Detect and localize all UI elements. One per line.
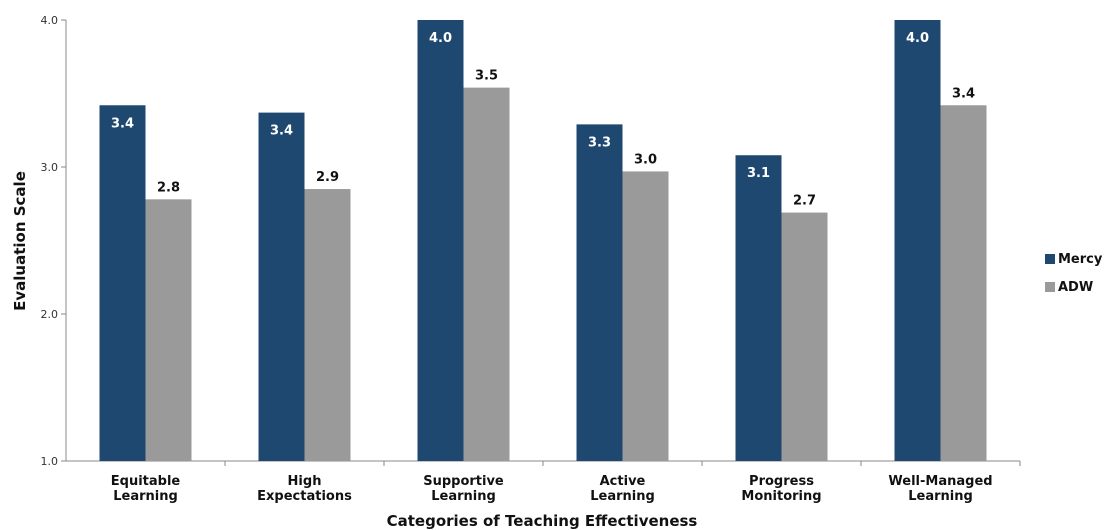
legend: Mercy ADW (1045, 252, 1103, 295)
bar-adw (463, 87, 510, 462)
y-axis: 1.0 2.0 3.0 4.0 (41, 14, 66, 468)
x-tick-label: Expectations (257, 489, 352, 504)
x-tick-label: Supportive (423, 474, 504, 489)
bar-mercy (894, 20, 941, 461)
y-tick-label: 1.0 (41, 455, 59, 468)
x-tick-label: Learning (908, 489, 973, 504)
data-label: 2.8 (157, 180, 180, 195)
bar-mercy (99, 105, 146, 461)
bar-adw (781, 212, 828, 461)
plot-area (65, 20, 1020, 462)
data-label: 3.4 (270, 124, 293, 139)
x-tick-label: Monitoring (741, 489, 821, 504)
data-label: 4.0 (906, 31, 929, 46)
bar-adw (940, 105, 987, 461)
data-label: 4.0 (429, 31, 452, 46)
data-label: 3.3 (588, 135, 611, 150)
x-tick-label: Learning (431, 489, 496, 504)
x-tick-label: High (288, 474, 322, 489)
x-axis: EquitableLearningHighExpectationsSupport… (111, 461, 1021, 504)
x-axis-title: Categories of Teaching Effectiveness (387, 512, 698, 530)
data-label: 3.1 (747, 166, 770, 181)
data-label: 2.7 (793, 194, 816, 209)
y-tick-label: 4.0 (41, 14, 59, 27)
legend-swatch (1045, 254, 1055, 264)
legend-swatch (1045, 282, 1055, 292)
y-tick-label: 3.0 (41, 161, 59, 174)
bar-mercy (576, 124, 623, 462)
x-tick-label: Well-Managed (888, 474, 992, 489)
bar-mercy (735, 155, 782, 462)
bar-mercy (417, 20, 464, 461)
y-tick-label: 2.0 (41, 308, 59, 321)
data-label: 3.5 (475, 69, 498, 84)
x-tick-label: Learning (113, 489, 178, 504)
x-tick-label: Learning (590, 489, 655, 504)
y-axis-title: Evaluation Scale (11, 171, 29, 311)
x-tick-label: Equitable (111, 474, 181, 489)
data-label: 3.4 (111, 116, 134, 131)
bars (99, 20, 987, 462)
x-tick-label: Progress (749, 474, 814, 489)
x-tick-label: Active (600, 474, 646, 489)
data-label: 2.9 (316, 170, 339, 185)
data-label: 3.0 (634, 152, 657, 167)
legend-label: Mercy (1058, 252, 1103, 267)
bar-adw (145, 199, 192, 461)
data-label: 3.4 (952, 86, 975, 101)
bar-adw (622, 171, 669, 461)
legend-label: ADW (1058, 280, 1093, 295)
data-labels: 3.4 2.8 3.4 2.9 4.0 3.5 3.3 3.0 3.1 2.7 4.0 3.4 (111, 31, 975, 209)
bar-mercy (258, 112, 305, 462)
bar-adw (304, 189, 351, 462)
